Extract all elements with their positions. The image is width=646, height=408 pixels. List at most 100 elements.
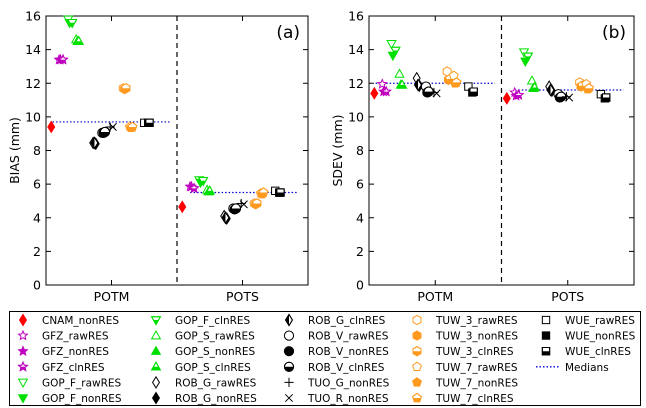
point-gop-s-clnres-pots xyxy=(204,185,215,195)
legend-label-wue-clnres: WUE_clnRES xyxy=(565,346,631,358)
y-axis-title: SDEV (mm) xyxy=(330,114,345,186)
legend-marker-rob-v-clnres xyxy=(283,361,295,372)
point-tuw-3-clnres-potm xyxy=(121,83,131,94)
y-tick-label: 14 xyxy=(25,42,41,57)
legend-marker-gfz-rawres xyxy=(17,329,29,341)
point-tuw-7-clnres-pots xyxy=(258,187,269,197)
legend-label-rob-v-nonres: ROB_V_nonRES xyxy=(308,346,389,358)
legend-label-tuw-7-rawres: TUW_7_rawRES xyxy=(435,362,518,374)
legend-marker-tuo-g-nonres xyxy=(284,377,294,387)
y-axis-title: BIAS (mm) xyxy=(7,117,22,184)
point-rob-g-clnres-potm xyxy=(90,136,99,150)
legend: CNAM_nonRES GFZ_rawRES GFZ_nonRES GFZ_clnRE… xyxy=(9,311,641,406)
point-gop-f-clnres-potm xyxy=(390,46,401,57)
legend-label-rob-v-clnres: ROB_V_clnRES xyxy=(308,362,385,374)
point-rob-g-clnres-potm xyxy=(413,78,423,92)
point-gop-f-clnres-pots xyxy=(197,177,209,187)
legend-marker-wue-nonres xyxy=(541,331,551,340)
legend-label-rob-g-nonres: ROB_G_nonRES xyxy=(175,393,257,405)
legend-marker-tuw-7-nonres xyxy=(412,377,422,387)
legend-marker-gop-f-clnres xyxy=(150,316,162,326)
legend-marker-gop-s-rawres xyxy=(150,329,162,340)
y-tick-label: 0 xyxy=(33,278,41,293)
point-gop-f-clnres-potm xyxy=(66,19,78,29)
legend-label-rob-g-clnres: ROB_G_clnRES xyxy=(308,315,386,327)
legend-marker-wue-rawres xyxy=(541,315,551,325)
x-tick-label-pots: POTS xyxy=(551,289,584,304)
legend-label-tuo-r-nonres: TUO_R_nonRES xyxy=(307,393,389,405)
point-rob-v-clnres-potm xyxy=(423,86,434,97)
point-gop-s-clnres-pots xyxy=(529,81,540,92)
point-tuo-r-nonres-potm xyxy=(108,122,117,131)
legend-label-rob-v-rawres: ROB_V_rawRES xyxy=(308,331,389,343)
x-tick-label-pots: POTS xyxy=(226,289,259,304)
point-wue-clnres-pots xyxy=(601,93,611,102)
legend-marker-rob-g-clnres xyxy=(284,313,294,327)
legend-label-tuw-7-clnres: TUW_7_clnRES xyxy=(435,393,514,405)
point-gop-f-rawres-potm xyxy=(386,40,397,50)
legend-label-gop-s-clnres: GOP_S_clnRES xyxy=(175,362,251,374)
point-gop-s-clnres-potm xyxy=(73,35,84,45)
legend-marker-rob-g-nonres xyxy=(151,391,161,405)
y-tick-label: 0 xyxy=(356,278,364,293)
legend-label-tuo-g-nonres: TUO_G_nonRES xyxy=(307,377,390,389)
point-gop-s-rawres-potm xyxy=(394,68,405,78)
legend-label-tuw-3-clnres: TUW_3_clnRES xyxy=(435,346,514,358)
panel-tag: (b) xyxy=(602,23,626,43)
legend-label-gop-f-rawres: GOP_F_rawRES xyxy=(42,377,122,389)
point-cnam-nonres-potm xyxy=(370,86,379,100)
legend-label-medians: Medians xyxy=(565,362,609,374)
point-wue-clnres-pots xyxy=(276,188,285,197)
legend-marker-gop-s-clnres xyxy=(150,361,162,371)
legend-label-gop-s-rawres: GOP_S_rawRES xyxy=(175,331,255,343)
point-tuw-7-clnres-potm xyxy=(127,121,138,132)
point-gfz-rawres-potm xyxy=(376,78,388,89)
y-tick-label: 4 xyxy=(33,210,41,225)
y-tick-label: 8 xyxy=(33,143,41,158)
legend-label-gfz-clnres: GFZ_clnRES xyxy=(42,362,105,374)
point-rob-v-clnres-potm xyxy=(99,126,111,138)
legend-marker-gop-f-rawres xyxy=(17,378,29,389)
point-cnam-nonres-pots xyxy=(502,91,511,105)
y-tick-label: 6 xyxy=(33,177,41,192)
legend-label-tuw-3-rawres: TUW_3_rawRES xyxy=(435,315,518,327)
legend-marker-tuw-3-rawres xyxy=(412,314,422,326)
legend-label-gop-f-nonres: GOP_F_nonRES xyxy=(42,393,122,405)
legend-label-tuw-3-nonres: TUW_3_nonRES xyxy=(435,331,518,343)
point-rob-g-clnres-pots xyxy=(221,211,230,225)
y-tick-label: 12 xyxy=(348,76,364,91)
point-tuw-7-clnres-pots xyxy=(583,83,594,93)
y-tick-label: 16 xyxy=(348,9,364,24)
legend-marker-tuw-3-nonres xyxy=(412,330,422,341)
point-rob-g-clnres-pots xyxy=(546,83,555,97)
legend-marker-cnam-nonres xyxy=(18,313,28,327)
legend-label-wue-rawres: WUE_rawRES xyxy=(565,315,635,327)
point-gfz-clnres-pots xyxy=(188,182,200,194)
legend-label-tuw-7-nonres: TUW_7_nonRES xyxy=(435,377,518,389)
plot-frame xyxy=(45,15,309,286)
legend-marker-rob-v-nonres xyxy=(283,346,295,357)
x-tick-label-potm: POTM xyxy=(417,289,453,304)
legend-label-wue-nonres: WUE_nonRES xyxy=(565,331,636,343)
plot-frame xyxy=(368,15,635,286)
point-gop-s-rawres-pots xyxy=(526,75,538,85)
point-tuo-r-nonres-pots xyxy=(565,93,574,102)
legend-marker-tuw-7-clnres xyxy=(412,392,422,403)
point-gop-s-clnres-potm xyxy=(396,79,408,89)
y-tick-label: 6 xyxy=(356,177,364,192)
y-tick-label: 2 xyxy=(33,244,41,259)
legend-marker-gfz-nonres xyxy=(17,345,29,356)
legend-marker-tuo-r-nonres xyxy=(284,393,294,403)
y-tick-label: 10 xyxy=(348,109,364,124)
legend-label-gfz-rawres: GFZ_rawRES xyxy=(42,331,109,343)
legend-marker-gfz-clnres xyxy=(17,360,29,372)
legend-label-cnam-nonres: CNAM_nonRES xyxy=(42,315,119,327)
point-gfz-clnres-pots xyxy=(513,89,525,100)
legend-marker-tuw-3-clnres xyxy=(412,346,422,357)
legend-label-gfz-nonres: GFZ_nonRES xyxy=(42,346,109,358)
point-cnam-nonres-pots xyxy=(178,200,187,214)
y-tick-label: 16 xyxy=(25,9,41,24)
point-tuw-3-clnres-pots xyxy=(252,198,262,209)
panel-b-sdev: 0 2 4 6 8 10 12 14 16 POTM POTS SDEV (mm) (b) xyxy=(330,9,635,304)
